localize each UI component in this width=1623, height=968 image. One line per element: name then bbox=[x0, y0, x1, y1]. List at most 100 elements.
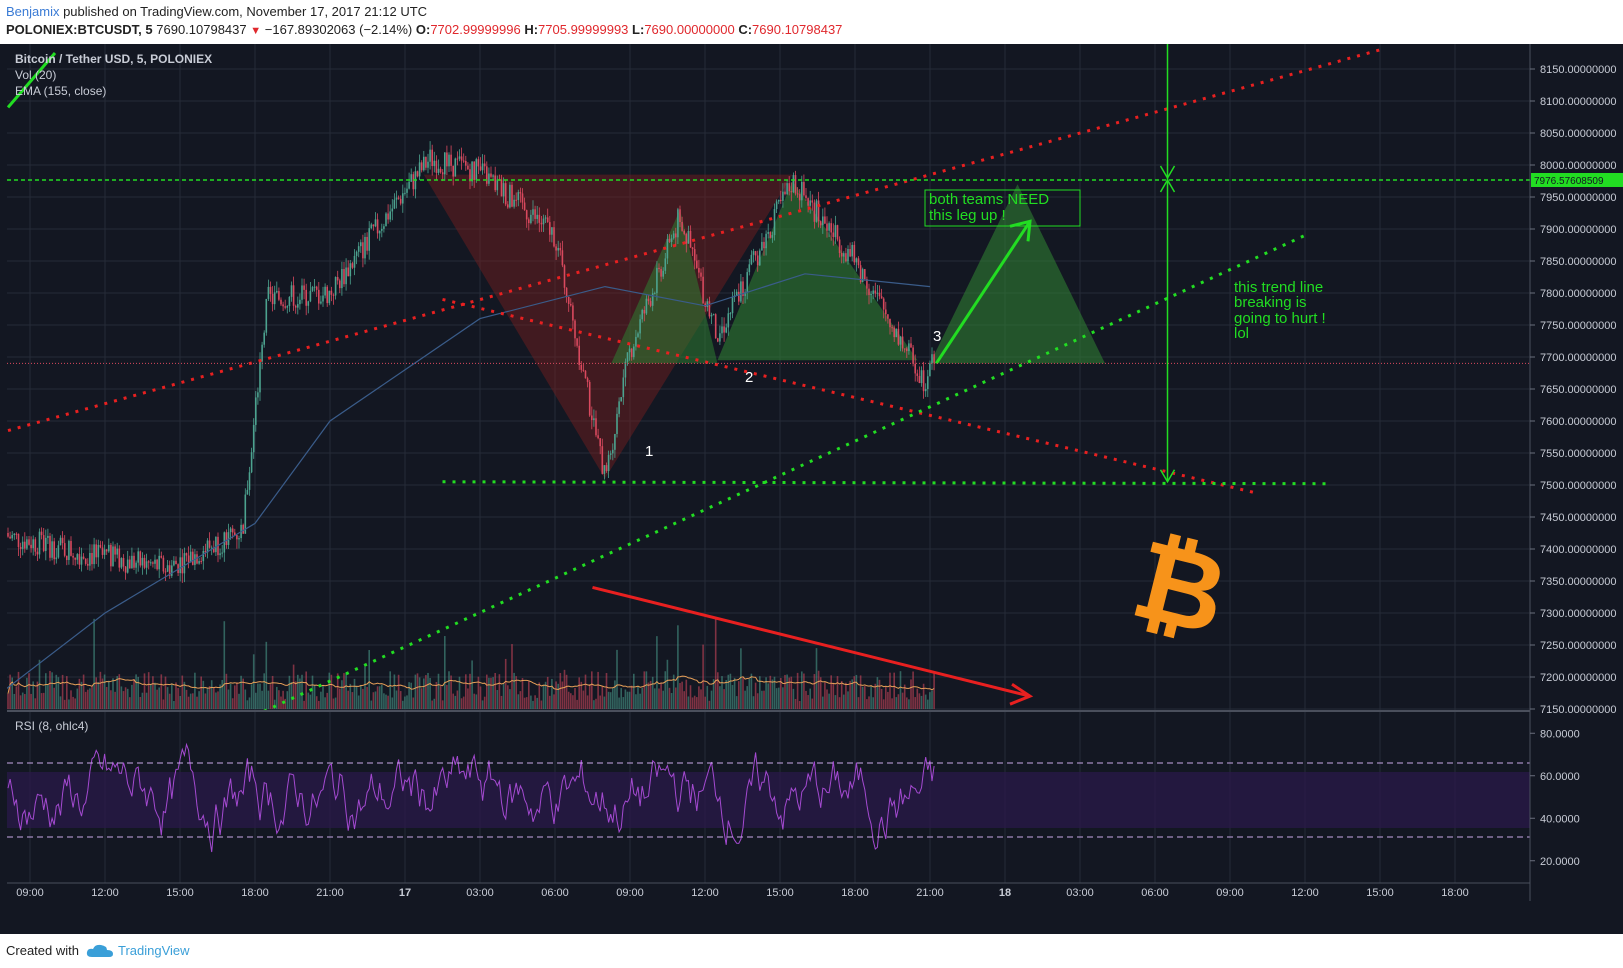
volume-bar bbox=[794, 698, 797, 709]
candle-body bbox=[341, 269, 343, 289]
candle-body bbox=[45, 537, 47, 551]
candle-body bbox=[830, 223, 832, 233]
volume-bar bbox=[452, 693, 454, 709]
candle-body bbox=[13, 533, 16, 536]
volume-bar bbox=[129, 697, 131, 709]
trend-note-line-2: breaking is bbox=[1234, 294, 1307, 311]
volume-bar bbox=[192, 693, 194, 709]
volume-bar bbox=[735, 696, 738, 709]
candle-body bbox=[196, 554, 198, 564]
candle-body bbox=[381, 228, 383, 231]
footer: Created with TradingView bbox=[0, 934, 1623, 968]
volume-bar bbox=[530, 695, 532, 709]
chart-canvas[interactable]: 09:00 12:00 15:00 18:00 21:00 17 03:00 06:00 09:… bbox=[0, 44, 1623, 934]
volume-bar bbox=[507, 685, 509, 709]
volume-bar bbox=[261, 690, 263, 709]
volume-bar bbox=[318, 700, 320, 709]
tradingview-brand-link[interactable]: TradingView bbox=[118, 943, 190, 958]
candle-body bbox=[876, 292, 879, 294]
candle-body bbox=[706, 301, 709, 308]
price-change: −167.89302063 (−2.14%) bbox=[264, 22, 413, 37]
volume-bar bbox=[87, 689, 89, 709]
candle-body bbox=[803, 182, 805, 196]
author-link[interactable]: Benjamix bbox=[6, 4, 60, 19]
open-label: O: bbox=[415, 22, 431, 37]
candle-body bbox=[469, 169, 471, 182]
candle-body bbox=[551, 227, 553, 235]
candle-body bbox=[387, 213, 389, 220]
volume-bar bbox=[775, 688, 778, 709]
volume-bar bbox=[570, 693, 572, 709]
volume-bar bbox=[420, 688, 423, 709]
red-down-arrow-line[interactable] bbox=[592, 585, 1031, 698]
volume-bar bbox=[460, 698, 463, 709]
volume-bar bbox=[168, 693, 171, 709]
volume-bar bbox=[475, 694, 478, 709]
candle-body bbox=[116, 548, 118, 555]
price-tick-label: 7650.00000000 bbox=[1540, 384, 1616, 396]
candle-body bbox=[114, 546, 116, 555]
callout-line-1: both teams NEED bbox=[929, 191, 1049, 208]
volume-bar bbox=[914, 697, 916, 709]
volume-bar bbox=[357, 695, 360, 709]
candle-body bbox=[353, 255, 356, 268]
volume-bar bbox=[782, 687, 784, 709]
candle-body bbox=[152, 562, 154, 564]
candle-body bbox=[24, 541, 26, 549]
volume-bar bbox=[221, 679, 223, 709]
candle-body bbox=[712, 314, 715, 316]
volume-bar bbox=[851, 679, 853, 709]
candle-body bbox=[376, 219, 379, 234]
volume-bar bbox=[752, 696, 755, 709]
volume-bar bbox=[301, 674, 303, 709]
volume-bar bbox=[710, 690, 713, 709]
candle-body bbox=[362, 242, 364, 259]
time-tick-label: 12:00 bbox=[691, 887, 719, 899]
candle-body bbox=[838, 239, 841, 253]
candle-body bbox=[53, 541, 55, 560]
candle-body bbox=[593, 418, 595, 421]
green-dotted-rising-trendline[interactable] bbox=[255, 234, 1306, 715]
volume-bar bbox=[93, 618, 95, 709]
candle-body bbox=[584, 370, 587, 379]
volume-bar bbox=[57, 677, 60, 709]
rsi-tick-label: 20.0000 bbox=[1540, 856, 1580, 868]
volume-bar bbox=[238, 693, 240, 709]
green-up-arrow-line[interactable] bbox=[934, 220, 1032, 365]
trend-drawings[interactable] bbox=[7, 44, 1530, 715]
red-dotted-upper-trendline[interactable] bbox=[7, 48, 1381, 433]
candle-body bbox=[137, 551, 139, 563]
green-solid-corner-line[interactable] bbox=[7, 52, 57, 109]
volume-bar bbox=[21, 692, 24, 709]
volume-bar bbox=[454, 695, 457, 709]
volume-bar bbox=[538, 682, 541, 709]
volume-bar bbox=[832, 682, 835, 709]
volume-bar bbox=[242, 678, 244, 709]
volume-bar bbox=[822, 696, 824, 709]
candle-body bbox=[271, 293, 274, 305]
low-value: 7690.00000000 bbox=[644, 22, 735, 37]
price-tick-label: 7150.00000000 bbox=[1540, 704, 1616, 716]
volume-bar bbox=[250, 684, 253, 709]
volume-bar bbox=[706, 685, 709, 709]
open-value: 7702.99999996 bbox=[430, 22, 521, 37]
volume-bar bbox=[399, 691, 402, 709]
volume-bar bbox=[670, 693, 673, 709]
volume-bar bbox=[803, 673, 805, 709]
candle-body bbox=[922, 370, 925, 392]
close-value: 7690.10798437 bbox=[752, 22, 843, 37]
time-axis[interactable] bbox=[7, 883, 1530, 901]
candle-body bbox=[643, 309, 646, 314]
volume-bar bbox=[685, 679, 688, 709]
volume-bar bbox=[920, 695, 923, 709]
candle-body bbox=[735, 291, 738, 296]
price-tick-label: 8050.00000000 bbox=[1540, 128, 1616, 140]
candle-body bbox=[189, 551, 192, 563]
volume-bar bbox=[582, 690, 585, 709]
volume-bar bbox=[364, 666, 366, 709]
candle-body bbox=[28, 539, 30, 545]
candle-body bbox=[19, 546, 22, 549]
volume-bar bbox=[210, 680, 213, 709]
volume-bar bbox=[330, 674, 333, 709]
time-tick-label: 12:00 bbox=[1291, 887, 1319, 899]
